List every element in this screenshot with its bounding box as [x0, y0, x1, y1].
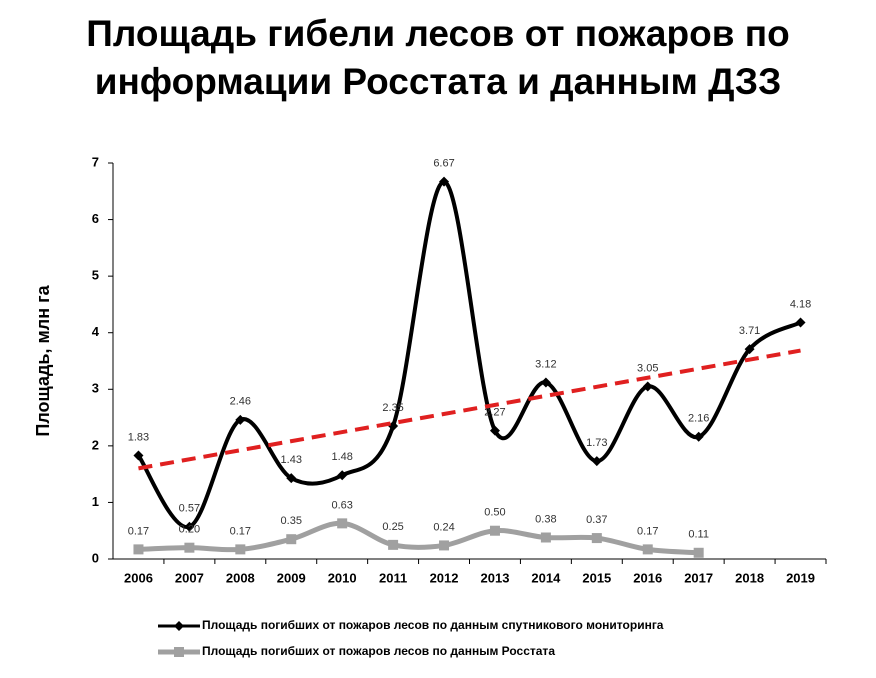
data-label: 3.71 — [739, 325, 760, 337]
y-tick-label: 4 — [92, 324, 100, 339]
data-label: 0.38 — [535, 513, 556, 525]
y-tick-label: 0 — [92, 550, 99, 565]
data-label: 2.16 — [688, 413, 709, 425]
chart-title: Площадь гибели лесов от пожаров по инфор… — [86, 13, 790, 102]
series-line — [138, 520, 699, 556]
legend-label: Площадь погибших от пожаров лесов по дан… — [202, 644, 555, 658]
y-axis-label: Площадь, млн га — [33, 284, 53, 436]
x-tick-label: 2015 — [582, 570, 611, 585]
marker — [693, 431, 704, 442]
marker — [439, 176, 450, 187]
data-label: 6.67 — [433, 158, 454, 170]
data-label: 0.24 — [433, 521, 454, 533]
trendline — [138, 348, 801, 471]
marker — [184, 521, 195, 532]
data-label: 4.18 — [790, 298, 811, 310]
x-tick-label: 2007 — [175, 570, 204, 585]
x-tick-label: 2016 — [633, 570, 662, 585]
data-label: 0.50 — [484, 507, 505, 519]
marker — [489, 525, 500, 536]
data-label: 2.46 — [230, 396, 251, 408]
marker — [235, 544, 246, 555]
marker — [795, 317, 806, 328]
x-tick-label: 2010 — [328, 570, 357, 585]
marker — [642, 544, 653, 555]
x-tick-label: 2014 — [531, 570, 561, 585]
legend-label: Площадь погибших от пожаров лесов по дан… — [202, 618, 664, 632]
x-tick-label: 2011 — [379, 570, 407, 585]
data-label: 1.43 — [281, 454, 302, 466]
data-label: 2.35 — [382, 402, 403, 414]
x-tick-label: 2008 — [226, 570, 255, 585]
data-label: 0.17 — [230, 525, 251, 537]
data-label: 0.63 — [331, 499, 352, 511]
data-label: 0.20 — [179, 524, 200, 536]
y-tick-label: 6 — [92, 211, 99, 226]
legend-marker — [174, 647, 184, 657]
x-tick-label: 2012 — [430, 570, 459, 585]
marker — [540, 377, 551, 388]
marker — [286, 534, 297, 545]
x-tick-label: 2018 — [735, 570, 764, 585]
data-label: 3.05 — [637, 362, 658, 374]
marker — [591, 533, 602, 544]
y-tick-label: 1 — [92, 494, 99, 509]
data-label: 0.25 — [382, 521, 403, 533]
data-label: 1.73 — [586, 437, 607, 449]
data-label: 0.11 — [688, 529, 709, 541]
legend-marker — [174, 621, 184, 631]
y-tick-label: 5 — [92, 268, 99, 283]
marker — [693, 547, 704, 558]
x-tick-label: 2017 — [684, 570, 713, 585]
data-label: 0.57 — [179, 503, 200, 515]
marker — [388, 421, 399, 432]
x-tick-label: 2006 — [124, 570, 153, 585]
data-label: 0.35 — [281, 515, 302, 527]
marker — [591, 456, 602, 467]
y-tick-label: 3 — [92, 381, 99, 396]
data-label: 0.17 — [128, 525, 149, 537]
data-label: 3.12 — [535, 358, 556, 370]
marker — [642, 381, 653, 392]
marker — [133, 544, 144, 555]
marker — [235, 414, 246, 425]
marker — [744, 344, 755, 355]
x-tick-label: 2013 — [481, 570, 510, 585]
data-label: 0.17 — [637, 525, 658, 537]
marker — [133, 450, 144, 461]
marker — [388, 539, 399, 550]
x-tick-label: 2019 — [786, 570, 815, 585]
data-label: 2.27 — [484, 406, 505, 418]
marker — [286, 473, 297, 484]
data-label: 1.48 — [331, 451, 352, 463]
marker — [489, 425, 500, 436]
series-line — [136, 179, 802, 529]
marker — [540, 532, 551, 543]
data-label: 1.83 — [128, 431, 149, 443]
data-label: 0.37 — [586, 514, 607, 526]
marker — [439, 540, 450, 551]
x-tick-label: 2009 — [277, 570, 306, 585]
marker — [337, 470, 348, 481]
y-tick-label: 2 — [92, 437, 99, 452]
marker — [337, 518, 348, 529]
y-tick-label: 7 — [92, 154, 99, 169]
marker — [184, 542, 195, 553]
